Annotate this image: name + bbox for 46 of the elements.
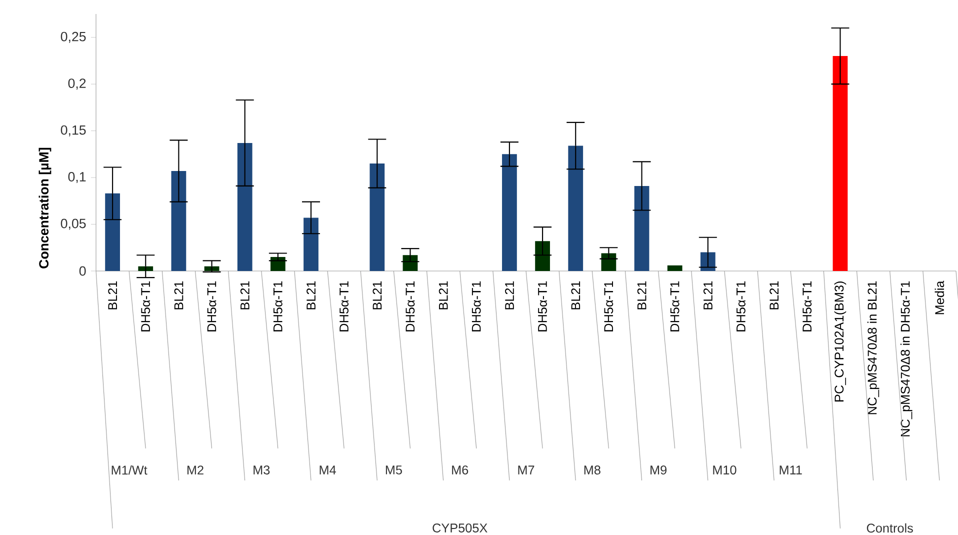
x-tick-label: DH5α-T1	[406, 281, 415, 332]
text: M3	[254, 466, 270, 474]
text: M8	[584, 466, 600, 474]
y-tick-label: 0,2	[68, 78, 86, 90]
text: M10	[713, 466, 736, 474]
x-tick-label: PC_CYP102A1(BM3)	[834, 282, 846, 402]
x-tick-label: BL21	[770, 281, 778, 310]
x-tick-label: DH5α-T1	[274, 281, 282, 332]
x-tick-label: BL21	[108, 281, 117, 310]
text: M6	[452, 466, 468, 474]
x-tick-label: DH5α-T1	[736, 281, 746, 332]
x-tick-label: DH5α-T1	[207, 281, 216, 332]
text: M1/Wt	[112, 465, 148, 475]
x-tick-label: BL21	[240, 281, 250, 310]
x-tick-label: DH5α-T1	[802, 281, 812, 332]
y-tick-label: 0,25	[60, 32, 86, 43]
x-tick-label: BL21	[505, 281, 514, 310]
x-tick-label: NC_pMS470Δ8 in DH5α-T1	[900, 281, 912, 436]
x-tick-label: DH5α-T1	[538, 281, 547, 332]
x-tick-label: NC_pMS470Δ8 in BL21	[867, 281, 880, 414]
x-tick-label: DH5α-T1	[472, 281, 481, 332]
text: M2	[187, 466, 204, 474]
x-tick-label: BL21	[571, 281, 580, 310]
x-tick-label: DH5α-T1	[141, 281, 150, 332]
y-axis-title: Concentration [µM]	[38, 148, 52, 268]
y-tick-label: 0	[79, 266, 86, 276]
x-tick-label: Media	[934, 280, 944, 314]
text: M9	[650, 466, 666, 474]
x-tick-label: BL21	[703, 281, 712, 310]
x-tick-label: DH5α-T1	[340, 281, 348, 332]
y-tick-label: 0,05	[60, 218, 86, 230]
text: Controls	[866, 523, 913, 533]
text: CYP505X	[432, 524, 488, 532]
text: M5	[386, 466, 402, 474]
x-tick-label: DH5α-T1	[670, 281, 680, 332]
text: M11	[780, 466, 802, 474]
text: M4	[320, 466, 336, 474]
x-tick-label: BL21	[438, 281, 448, 310]
y-tick-label: 0,1	[68, 172, 86, 184]
text: M7	[518, 466, 534, 474]
x-tick-label: DH5α-T1	[604, 281, 614, 332]
x-tick-label: BL21	[306, 281, 316, 310]
x-tick-label: BL21	[637, 281, 646, 310]
x-tick-label: BL21	[372, 281, 382, 310]
x-tick-label: BL21	[174, 281, 184, 310]
y-tick-label: 0,15	[60, 125, 86, 136]
